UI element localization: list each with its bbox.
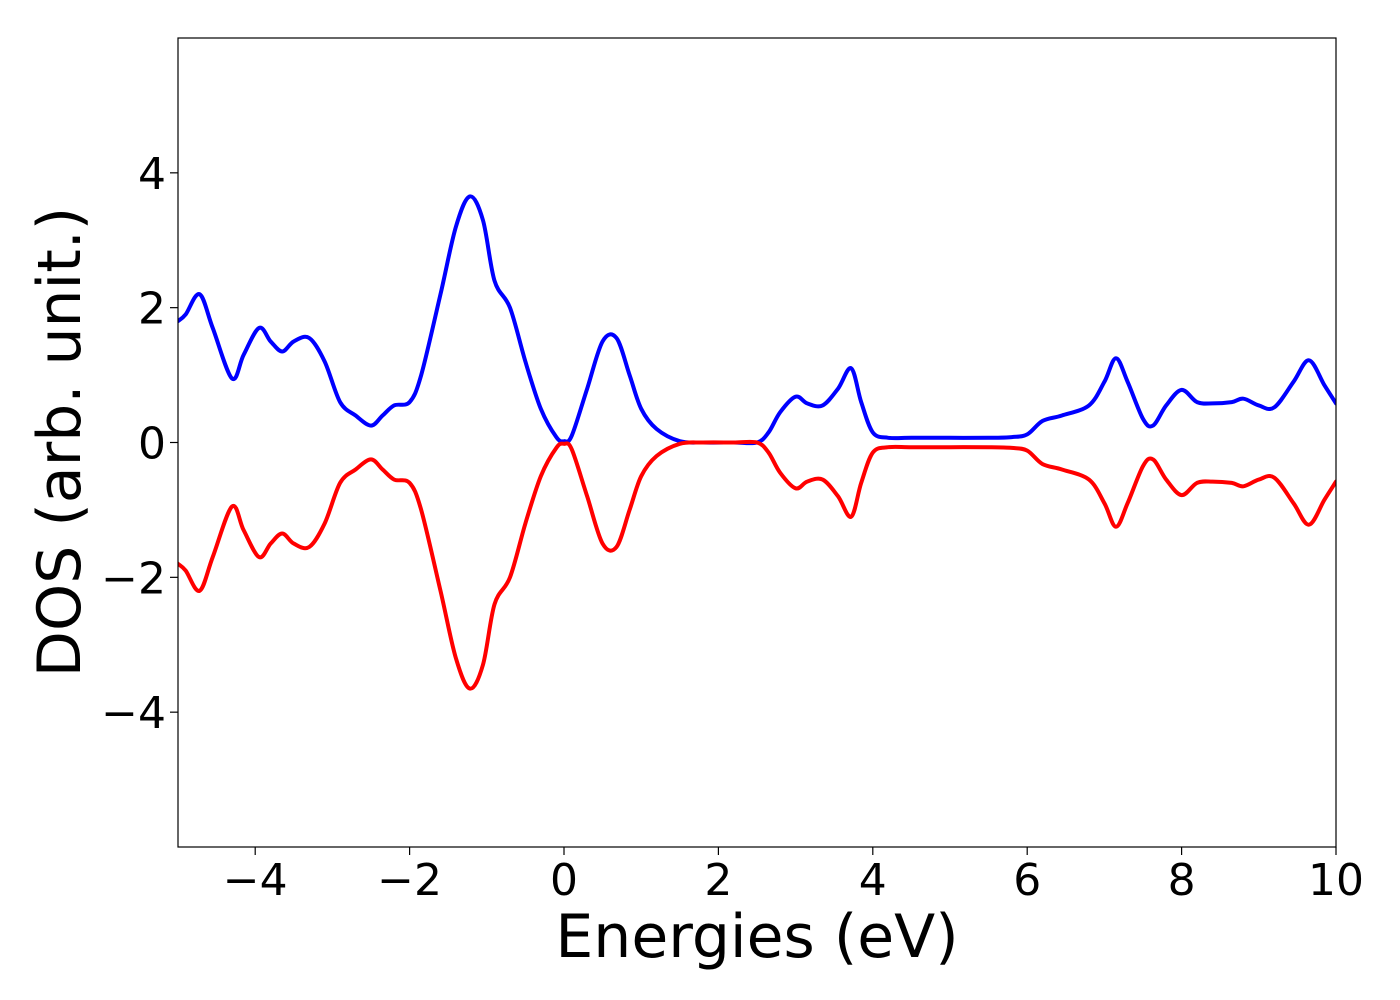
series-layer [178,194,1336,691]
x-axis: −4 −2 0 2 4 6 8 10 [223,847,1364,906]
y-axis-title: DOS (arb. unit.) [25,207,95,677]
x-tick-label: −2 [377,855,442,906]
x-tick-label: 4 [859,855,887,906]
x-tick-label: −4 [223,855,288,906]
y-tick-label: 0 [138,419,166,470]
y-tick-label: 2 [138,284,166,335]
y-axis: −4 −2 0 2 4 [101,149,178,739]
y-tick-label: 4 [138,149,166,200]
y-tick-label: −4 [101,688,166,739]
x-tick-label: 6 [1013,855,1041,906]
x-tick-label: 2 [704,855,732,906]
series-line-2 [178,439,1336,691]
x-tick-label: 10 [1308,855,1364,906]
x-tick-label: 0 [550,855,578,906]
y-tick-label: −2 [101,553,166,604]
x-tick-label: 8 [1168,855,1196,906]
x-axis-title: Energies (eV) [555,902,958,972]
